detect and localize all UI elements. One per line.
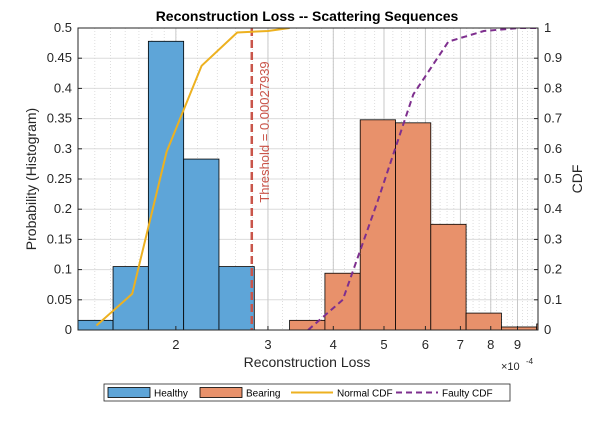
legend-swatch-healthy [107,387,151,398]
x-tick-label: 7 [457,337,464,352]
healthy-bar [218,266,255,330]
y-tick-label: 0.35 [47,111,72,126]
y2-tick-label: 0.7 [544,111,562,126]
y-tick-label: 0 [65,322,72,337]
healthy-bar [78,319,114,330]
bearing-bar [289,319,326,330]
y-tick-label: 0.3 [54,141,72,156]
bearing-bar [465,312,502,330]
legend: Healthy Bearing Normal CDF Faulty CDF [103,383,511,402]
bearing-bar [395,122,432,330]
histogram-bars [78,40,538,330]
legend-label-healthy: Healthy [154,389,188,400]
legend-label-bearing: Bearing [246,389,280,400]
y2-tick-label: 0.6 [544,141,562,156]
y-tick-label: 0.4 [54,80,72,95]
bearing-bar [359,119,396,330]
threshold-marker: Threshold = 0.00027939 [250,28,272,330]
x-exponent-label: ×10 -4 [501,357,534,373]
y-tick-label: 0.5 [54,20,72,35]
y-tick-label: 0.2 [54,201,72,216]
x-tick-label: 9 [514,337,521,352]
y2-tick-label: 0 [544,322,551,337]
legend-swatch-bearing [199,387,243,398]
threshold-label: Threshold = 0.00027939 [257,61,272,202]
y2-tick-label: 0.3 [544,231,562,246]
healthy-bar [112,266,149,330]
y2-axis-label: CDF [569,165,585,194]
x-axis-label: Reconstruction Loss [244,354,371,370]
chart-title: Reconstruction Loss -- Scattering Sequen… [156,8,459,24]
y-tick-label: 0.45 [47,50,72,65]
x-tick-label: 2 [172,337,179,352]
healthy-bar [147,40,185,330]
healthy-bar [183,158,220,330]
x-exponent-power: -4 [526,357,534,366]
legend-label-faulty-cdf: Faulty CDF [442,389,493,400]
x-tick-label: 5 [380,337,387,352]
y-tick-label: 0.15 [47,231,72,246]
y2-tick-label: 0.2 [544,262,562,277]
y2-tick-label: 0.1 [544,292,562,307]
y2-tick-label: 1 [544,20,551,35]
bearing-bar [536,323,538,330]
y-axis-label: Probability (Histogram) [23,108,39,250]
y2-tick-label: 0.8 [544,80,562,95]
y-tick-label: 0.05 [47,292,72,307]
normal-cdf-line [95,28,290,327]
bearing-bar [430,223,467,330]
y-tick-label: 0.1 [54,262,72,277]
bearing-bar [324,272,361,330]
y2-tick-label: 0.4 [544,201,562,216]
y2-tick-label: 0.9 [544,50,562,65]
x-tick-label: 4 [330,337,337,352]
x-tick-label: 8 [487,337,494,352]
x-exponent-base: ×10 [501,361,520,373]
x-tick-label: 6 [422,337,429,352]
tick-labels: 00.050.10.150.20.250.30.350.40.450.500.1… [47,20,562,352]
x-tick-label: 3 [264,337,271,352]
y-tick-label: 0.25 [47,171,72,186]
y2-tick-label: 0.5 [544,171,562,186]
legend-label-normal-cdf: Normal CDF [337,389,393,400]
